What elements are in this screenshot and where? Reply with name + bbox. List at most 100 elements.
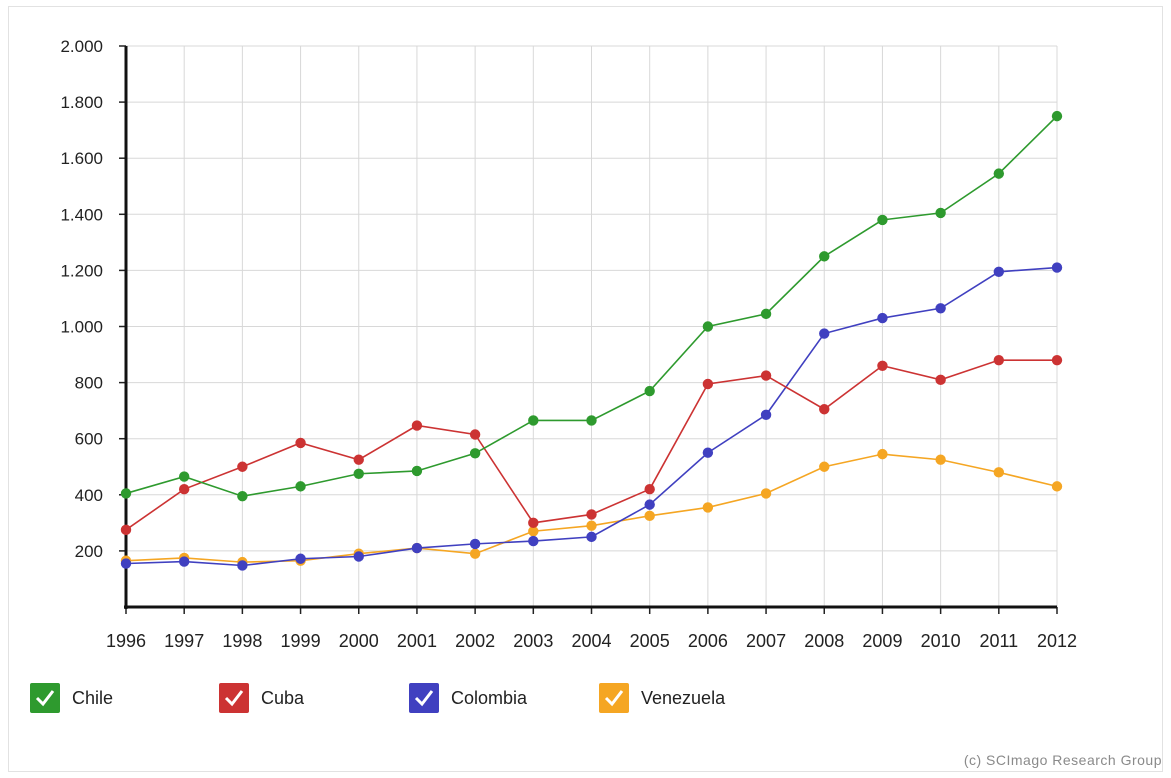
series-layer — [120, 110, 1063, 571]
x-tick-label: 1997 — [164, 631, 204, 651]
legend-label: Venezuela — [641, 687, 726, 708]
data-point-cuba — [819, 404, 830, 415]
data-point-cuba — [760, 370, 772, 381]
data-point-colombia — [819, 328, 830, 339]
y-tick-label: 1.000 — [60, 318, 103, 337]
legend-label: Colombia — [451, 687, 528, 708]
y-tick-label: 400 — [75, 486, 103, 505]
checkbox-icon[interactable] — [30, 683, 60, 713]
chart-frame — [8, 6, 1163, 772]
y-tick-label: 1.200 — [60, 261, 103, 280]
data-point-chile — [353, 468, 364, 479]
legend-item-venezuela[interactable]: Venezuela — [599, 680, 725, 716]
data-point-cuba — [586, 509, 597, 520]
y-tick-label: 1.400 — [60, 205, 103, 224]
x-tick-label: 2004 — [571, 631, 611, 651]
y-tick-label: 600 — [75, 430, 103, 449]
data-point-chile — [877, 214, 888, 226]
data-point-venezuela — [702, 502, 714, 513]
data-point-colombia — [877, 312, 888, 324]
data-point-cuba — [702, 378, 714, 390]
y-tick-label: 800 — [75, 374, 103, 393]
legend-item-colombia[interactable]: Colombia — [409, 680, 527, 716]
data-point-colombia — [935, 303, 946, 314]
data-point-colombia — [120, 558, 132, 569]
legend-item-chile[interactable]: Chile — [30, 680, 113, 716]
data-point-cuba — [411, 420, 423, 431]
x-tick-label: 2007 — [746, 631, 786, 651]
data-point-chile — [528, 415, 539, 426]
x-tick-label: 1999 — [281, 631, 321, 651]
data-point-cuba — [528, 517, 539, 529]
data-point-colombia — [353, 551, 364, 562]
data-point-colombia — [469, 538, 481, 550]
x-tick-label: 2010 — [921, 631, 961, 651]
data-point-venezuela — [469, 548, 481, 559]
data-point-venezuela — [528, 526, 539, 537]
data-point-chile — [237, 491, 248, 502]
x-tick-label: 2003 — [513, 631, 553, 651]
data-point-venezuela — [993, 467, 1005, 478]
legend-label: Chile — [72, 687, 114, 708]
data-point-chile — [120, 488, 132, 499]
checkbox-icon[interactable] — [599, 683, 629, 713]
data-point-colombia — [993, 266, 1005, 278]
data-point-cuba — [178, 483, 190, 495]
axes: 200 400 600 800 1.000 1.200 1.400 1.600 1.800 2.0… — [60, 37, 1077, 651]
data-point-colombia — [586, 531, 597, 543]
data-point-chile — [295, 481, 306, 492]
data-point-chile — [469, 448, 481, 459]
data-point-chile — [1051, 110, 1063, 122]
data-point-cuba — [237, 461, 248, 472]
data-point-cuba — [644, 483, 655, 495]
data-point-venezuela — [644, 510, 655, 522]
legend-label: Cuba — [261, 687, 305, 708]
data-point-chile — [178, 471, 190, 482]
data-point-colombia — [528, 535, 539, 547]
data-point-venezuela — [877, 448, 888, 460]
data-point-chile — [702, 321, 714, 332]
x-tick-label: 2011 — [979, 631, 1018, 651]
data-point-cuba — [993, 354, 1005, 366]
data-point-colombia — [295, 553, 306, 564]
x-tick-label: 1996 — [106, 631, 146, 651]
data-point-venezuela — [819, 461, 830, 472]
legend-item-cuba[interactable]: Cuba — [219, 680, 304, 716]
copyright-credit: (c) SCImago Research Group — [963, 752, 1162, 768]
data-point-colombia — [178, 556, 190, 567]
data-point-chile — [935, 207, 946, 219]
data-point-cuba — [353, 454, 364, 465]
data-point-chile — [993, 168, 1005, 179]
checkbox-icon[interactable] — [219, 683, 249, 713]
data-point-chile — [819, 251, 830, 262]
data-point-chile — [644, 385, 655, 397]
checkbox-icon[interactable] — [409, 683, 439, 713]
data-point-cuba — [295, 437, 306, 449]
data-point-colombia — [702, 447, 714, 458]
data-point-venezuela — [760, 488, 772, 499]
data-point-cuba — [120, 524, 132, 536]
grid — [125, 45, 1058, 607]
x-tick-label: 2012 — [1037, 631, 1077, 651]
x-tick-label: 2002 — [455, 631, 495, 651]
data-point-venezuela — [1051, 481, 1063, 492]
data-point-colombia — [237, 560, 248, 571]
data-point-cuba — [1051, 354, 1063, 366]
data-point-colombia — [411, 542, 423, 554]
data-point-chile — [411, 465, 423, 477]
y-tick-label: 200 — [75, 542, 103, 561]
y-tick-label: 2.000 — [60, 37, 103, 56]
data-point-colombia — [644, 499, 655, 510]
x-tick-label: 2001 — [397, 631, 437, 651]
x-tick-label: 2009 — [862, 631, 902, 651]
data-point-venezuela — [935, 454, 946, 465]
x-tick-label: 2000 — [339, 631, 379, 651]
x-tick-label: 1998 — [222, 631, 262, 651]
data-point-cuba — [935, 374, 946, 385]
data-point-cuba — [469, 429, 481, 440]
x-tick-label: 2005 — [630, 631, 670, 651]
y-tick-label: 1.800 — [60, 93, 103, 112]
data-point-chile — [586, 415, 597, 426]
data-point-chile — [760, 308, 772, 320]
